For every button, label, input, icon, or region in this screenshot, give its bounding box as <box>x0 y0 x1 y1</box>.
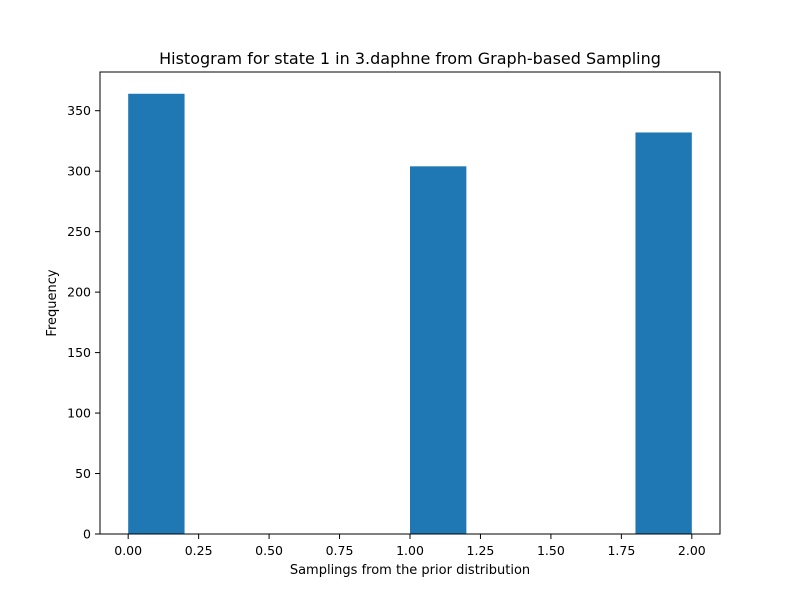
x-tick-label: 0.50 <box>255 543 283 558</box>
x-tick-label: 0.00 <box>114 543 142 558</box>
histogram-bar <box>635 132 692 535</box>
y-tick-label: 300 <box>67 164 91 179</box>
bars-layer <box>128 93 692 535</box>
chart-title: Histogram for state 1 in 3.daphne from G… <box>159 49 661 68</box>
x-tick-label: 1.00 <box>396 543 424 558</box>
y-tick-label: 250 <box>67 224 91 239</box>
x-tick-label: 0.25 <box>185 543 213 558</box>
x-tick-label: 1.50 <box>537 543 565 558</box>
x-tick-label: 1.75 <box>607 543 635 558</box>
histogram-bar <box>410 166 467 534</box>
y-axis-label: Frequency <box>45 269 60 336</box>
ticks-layer: 0.00 0.25 0.50 0.75 1.00 1.25 1.50 1.75 2.00 0 50 1… <box>67 103 706 558</box>
histogram-bar <box>128 93 185 535</box>
x-tick-label: 2.00 <box>678 543 706 558</box>
x-axis-label: Samplings from the prior distribution <box>290 563 530 578</box>
y-tick-label: 350 <box>67 103 91 118</box>
y-tick-label: 100 <box>67 406 91 421</box>
y-tick-label: 50 <box>75 466 91 481</box>
y-tick-label: 150 <box>67 345 91 360</box>
x-tick-label: 1.25 <box>467 543 495 558</box>
x-tick-label: 0.75 <box>326 543 354 558</box>
plot-frame <box>99 71 721 535</box>
y-tick-label: 0 <box>83 527 91 542</box>
y-tick-label: 200 <box>67 285 91 300</box>
